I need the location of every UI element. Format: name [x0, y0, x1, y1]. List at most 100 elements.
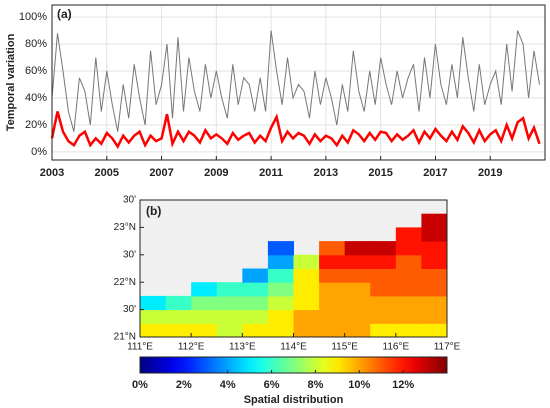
- heat-cell: [319, 282, 346, 297]
- heat-cell: [267, 295, 294, 311]
- y-axis-label: Temporal variation: [5, 33, 17, 131]
- heat-cell: [216, 309, 243, 324]
- heat-cell: [370, 323, 397, 338]
- heat-cell: [191, 323, 218, 338]
- heat-cell: [370, 309, 397, 324]
- heat-cell: [165, 295, 192, 311]
- x-tick-label: 117°E: [434, 342, 461, 353]
- heat-cell: [191, 282, 218, 297]
- heat-cell: [242, 282, 269, 297]
- heat-cell: [293, 309, 320, 324]
- heat-cell: [344, 323, 371, 338]
- data-line: [50, 111, 541, 149]
- plot-frame: [51, 4, 546, 161]
- heat-cell: [395, 254, 422, 269]
- heat-cell: [344, 295, 371, 311]
- colorbar-tick-label: 12%: [392, 379, 414, 391]
- heat-cell: [293, 268, 320, 283]
- x-tick-label: 2011: [259, 167, 283, 179]
- heat-cell: [216, 323, 243, 338]
- y-tick-label: 30': [123, 304, 136, 315]
- heat-cell: [242, 268, 269, 283]
- heat-cell: [395, 268, 422, 283]
- heat-cell: [242, 323, 269, 338]
- heat-cell: [267, 241, 294, 256]
- heat-cell: [319, 295, 346, 311]
- heat-cell: [216, 295, 243, 311]
- heat-cell: [216, 282, 243, 297]
- colorbar-tick-label: 6%: [264, 379, 280, 391]
- x-tick-label: 2013: [314, 167, 338, 179]
- colorbar-tick-label: 4%: [220, 379, 236, 391]
- heat-cell: [293, 282, 320, 297]
- heat-cell: [344, 309, 371, 324]
- heat-cell: [421, 241, 448, 256]
- y-tick-label: 80%: [25, 38, 47, 50]
- heat-cell: [293, 323, 320, 338]
- heat-cell: [395, 282, 422, 297]
- x-tick-label: 113°E: [229, 342, 256, 353]
- heat-cell: [267, 323, 294, 338]
- heat-cell: [267, 282, 294, 297]
- heat-cell: [165, 309, 192, 324]
- colorbar-tick-label: 8%: [307, 379, 323, 391]
- x-tick-label: 2005: [95, 167, 119, 179]
- heat-cell: [140, 295, 167, 311]
- heat-cell: [395, 227, 422, 242]
- heat-cell: [242, 309, 269, 324]
- x-tick-label: 112°E: [178, 342, 205, 353]
- colorbar-tick-label: 2%: [176, 379, 192, 391]
- heat-cell: [267, 268, 294, 283]
- heat-cell: [293, 254, 320, 269]
- heat-cell: [421, 213, 448, 228]
- x-tick-label: 2003: [40, 167, 64, 179]
- heat-cell: [421, 227, 448, 242]
- heat-cell: [370, 282, 397, 297]
- y-tick-label: 30': [123, 195, 136, 206]
- heat-cell: [370, 241, 397, 256]
- y-tick-label: 100%: [19, 11, 47, 23]
- x-tick-label: 114°E: [280, 342, 307, 353]
- heat-cell: [242, 295, 269, 311]
- x-tick-label: 116°E: [383, 342, 410, 353]
- heat-cell: [319, 309, 346, 324]
- heat-cell: [191, 309, 218, 324]
- heat-cell: [395, 295, 422, 311]
- heat-cell: [370, 295, 397, 311]
- x-tick-label: 2009: [204, 167, 228, 179]
- y-tick-label: 20%: [25, 119, 47, 131]
- y-tick-label: 22°N: [114, 277, 136, 288]
- heat-cell: [344, 241, 371, 256]
- x-tick-label: 2015: [368, 167, 392, 179]
- heat-cell: [267, 254, 294, 269]
- heat-cell: [421, 309, 448, 324]
- colorbar-label: Spatial distribution: [244, 394, 344, 406]
- heat-cell: [140, 323, 167, 338]
- heat-cell: [344, 268, 371, 283]
- colorbar: [139, 356, 448, 374]
- y-tick-label: 40%: [25, 92, 47, 104]
- x-tick-label: 2017: [423, 167, 447, 179]
- heat-cell: [191, 295, 218, 311]
- heat-cell: [267, 309, 294, 324]
- panel-label: (a): [57, 7, 72, 21]
- y-tick-label: 21°N: [114, 332, 136, 343]
- colorbar-tick-label: 0%: [132, 379, 148, 391]
- x-tick-label: 2007: [149, 167, 173, 179]
- heat-cell: [370, 254, 397, 269]
- x-tick-label: 2019: [478, 167, 502, 179]
- y-tick-label: 23°N: [114, 222, 136, 233]
- heat-cell: [421, 323, 448, 338]
- heat-cell: [319, 323, 346, 338]
- heat-cell: [140, 309, 167, 324]
- y-tick-label: 30': [123, 249, 136, 260]
- heat-cell: [165, 323, 192, 338]
- heat-cell: [344, 254, 371, 269]
- heat-cell: [395, 241, 422, 256]
- heat-cell: [319, 268, 346, 283]
- x-tick-label: 115°E: [331, 342, 358, 353]
- heat-cell: [370, 268, 397, 283]
- y-tick-label: 0%: [31, 146, 47, 158]
- heat-cell: [421, 295, 448, 311]
